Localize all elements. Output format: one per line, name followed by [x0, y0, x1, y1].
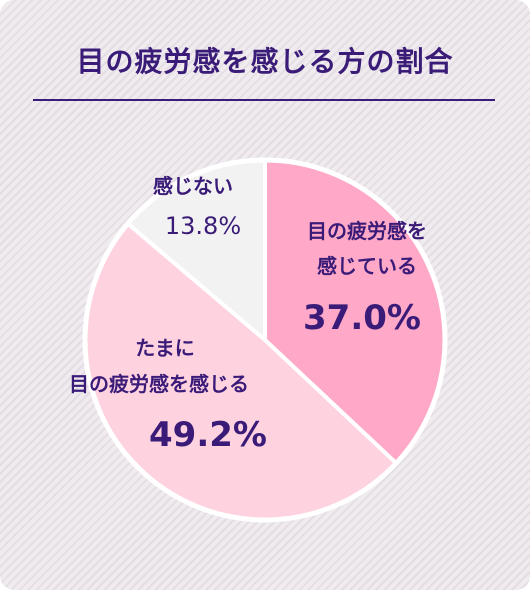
slice-label-3-line-1: 感じない [153, 174, 233, 198]
slice-value-1: 37.0% [303, 298, 421, 338]
pie-outline [82, 157, 448, 523]
slice-label-2-line-1: たまに [135, 336, 194, 360]
slice-label-1-line-1: 目の疲労感を [307, 219, 427, 243]
slice-label-2-line-2: 目の疲労感を感じる [69, 372, 249, 396]
chart-title: 目の疲労感を感じる方の割合 [76, 45, 454, 78]
slice-value-2: 49.2% [149, 415, 267, 455]
pie-slices [82, 157, 448, 523]
slice-value-3: 13.8% [165, 212, 241, 240]
slice-label-1-line-2: 感じている [317, 254, 417, 278]
title-underline [33, 99, 495, 101]
